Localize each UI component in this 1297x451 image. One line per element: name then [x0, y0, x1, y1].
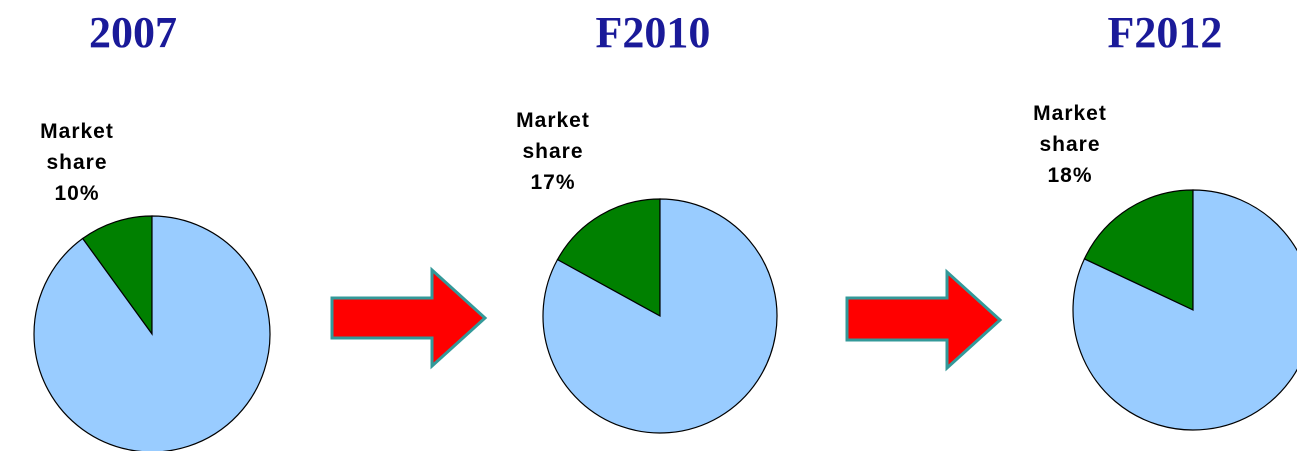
pie-slice — [556, 198, 661, 318]
chart-title: F2010 — [596, 8, 711, 57]
slice-label: Market share — [1033, 102, 1107, 156]
value-label: 17% — [530, 171, 576, 194]
slice-label: Market share — [40, 120, 114, 174]
value-label: 18% — [1047, 164, 1093, 187]
pie-slice — [542, 198, 778, 434]
chart-title: 2007 — [89, 8, 177, 57]
pie-slice — [1083, 189, 1194, 311]
slice-label: Market share — [516, 109, 590, 163]
arrow — [845, 268, 1003, 372]
pie-slice — [81, 215, 153, 336]
chart-title: F2012 — [1108, 8, 1223, 57]
pie-slice — [33, 215, 271, 451]
pie-slice — [1072, 189, 1297, 431]
value-label: 10% — [54, 182, 100, 205]
arrow — [330, 266, 488, 370]
